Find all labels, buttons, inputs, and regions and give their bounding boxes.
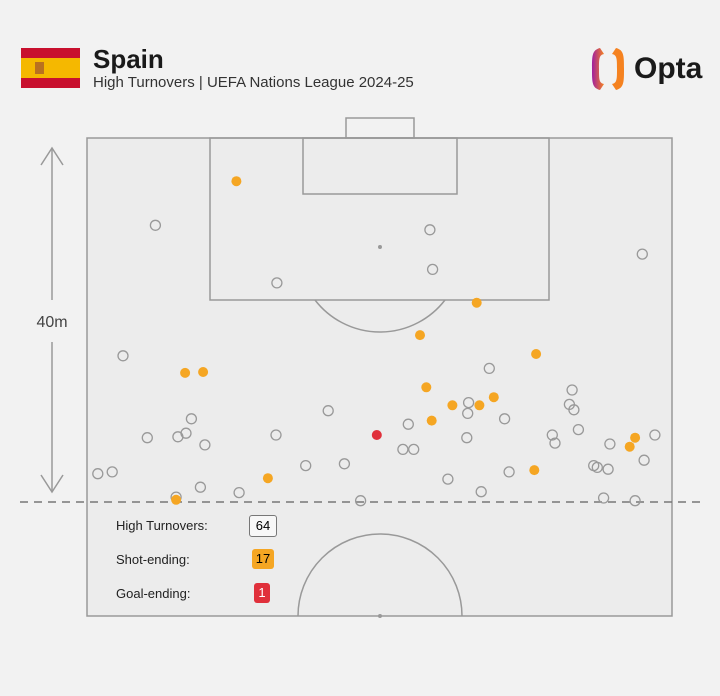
center-circle <box>297 533 463 617</box>
shot-ending-point <box>529 465 540 476</box>
turnover-point <box>271 277 283 289</box>
legend-goal-label: Goal-ending: <box>116 586 191 601</box>
turnover-point <box>568 404 580 416</box>
turnover-point <box>649 429 661 441</box>
turnover-point <box>172 431 184 443</box>
turnover-point <box>475 486 487 498</box>
turnover-point <box>483 362 495 375</box>
turnover-point <box>397 443 409 456</box>
team-name: Spain <box>93 44 164 74</box>
goal-ending-point <box>371 430 382 440</box>
pitch-outline <box>86 137 673 617</box>
turnover-point <box>338 458 351 470</box>
turnover-point <box>92 468 104 480</box>
penalty-arc <box>314 299 446 333</box>
shot-ending-point <box>488 392 499 403</box>
turnover-point <box>597 492 610 504</box>
legend-high-value: 64 <box>249 515 277 537</box>
turnover-point <box>199 439 211 451</box>
shot-ending-point <box>474 400 485 411</box>
opta-logo: Opta <box>590 46 702 92</box>
six-yard-box <box>302 137 458 195</box>
opta-logo-icon <box>592 48 624 90</box>
turnover-point <box>549 437 561 449</box>
turnover-point <box>194 481 207 493</box>
shot-ending-point <box>262 473 273 484</box>
turnover-point <box>604 438 616 450</box>
turnover-point <box>546 429 558 441</box>
shot-ending-point <box>421 382 432 393</box>
turnover-point <box>591 461 603 474</box>
turnover-point <box>402 418 414 430</box>
turnover-point <box>636 248 648 260</box>
turnover-point <box>572 423 585 436</box>
shot-ending-point <box>171 494 182 505</box>
shot-ending-point <box>471 297 482 308</box>
turnover-point <box>149 219 162 231</box>
turnover-point <box>185 413 198 425</box>
turnover-point <box>638 454 650 466</box>
turnover-point <box>461 432 473 444</box>
scale-label: 40m <box>36 314 67 331</box>
turnover-point <box>300 459 312 472</box>
turnover-point <box>498 413 511 425</box>
legend-high-label: High Turnovers: <box>116 518 208 533</box>
shot-ending-point <box>180 367 191 378</box>
turnover-point <box>462 407 474 420</box>
turnover-point <box>270 429 282 441</box>
turnover-points <box>92 176 661 507</box>
turnover-point <box>503 466 515 478</box>
shot-ending-point <box>447 400 458 411</box>
brand-name: Opta <box>634 52 703 85</box>
turnover-point <box>629 495 641 507</box>
shot-ending-point <box>415 330 425 341</box>
shot-ending-point <box>198 367 209 377</box>
turnover-point <box>141 432 153 444</box>
turnover-point <box>602 463 614 475</box>
legend-shot-value: 17 <box>252 549 274 569</box>
goal <box>345 117 415 139</box>
subtitle: High Turnovers | UEFA Nations League 202… <box>93 74 414 91</box>
spain-flag-icon <box>21 48 80 88</box>
turnover-point <box>424 224 436 236</box>
turnover-point <box>442 473 454 485</box>
turnover-point <box>117 350 129 362</box>
turnover-point <box>233 486 245 499</box>
legend-shot-label: Shot-ending: <box>116 552 190 567</box>
turnover-point <box>408 443 420 456</box>
turnover-point <box>322 405 334 417</box>
shot-ending-point <box>624 441 635 452</box>
shot-ending-point <box>531 349 542 359</box>
turnover-point <box>106 466 118 478</box>
shot-ending-point <box>231 176 242 187</box>
legend-goal-value: 1 <box>254 583 270 603</box>
shot-ending-point <box>426 415 437 426</box>
turnover-point <box>354 495 367 507</box>
penalty-spot <box>378 245 382 249</box>
shot-ending-point <box>630 432 641 443</box>
turnover-point <box>426 263 439 276</box>
center-spot <box>378 614 382 618</box>
scale-arrow <box>40 146 64 494</box>
turnover-point <box>462 396 475 409</box>
turnover-point <box>566 384 578 396</box>
